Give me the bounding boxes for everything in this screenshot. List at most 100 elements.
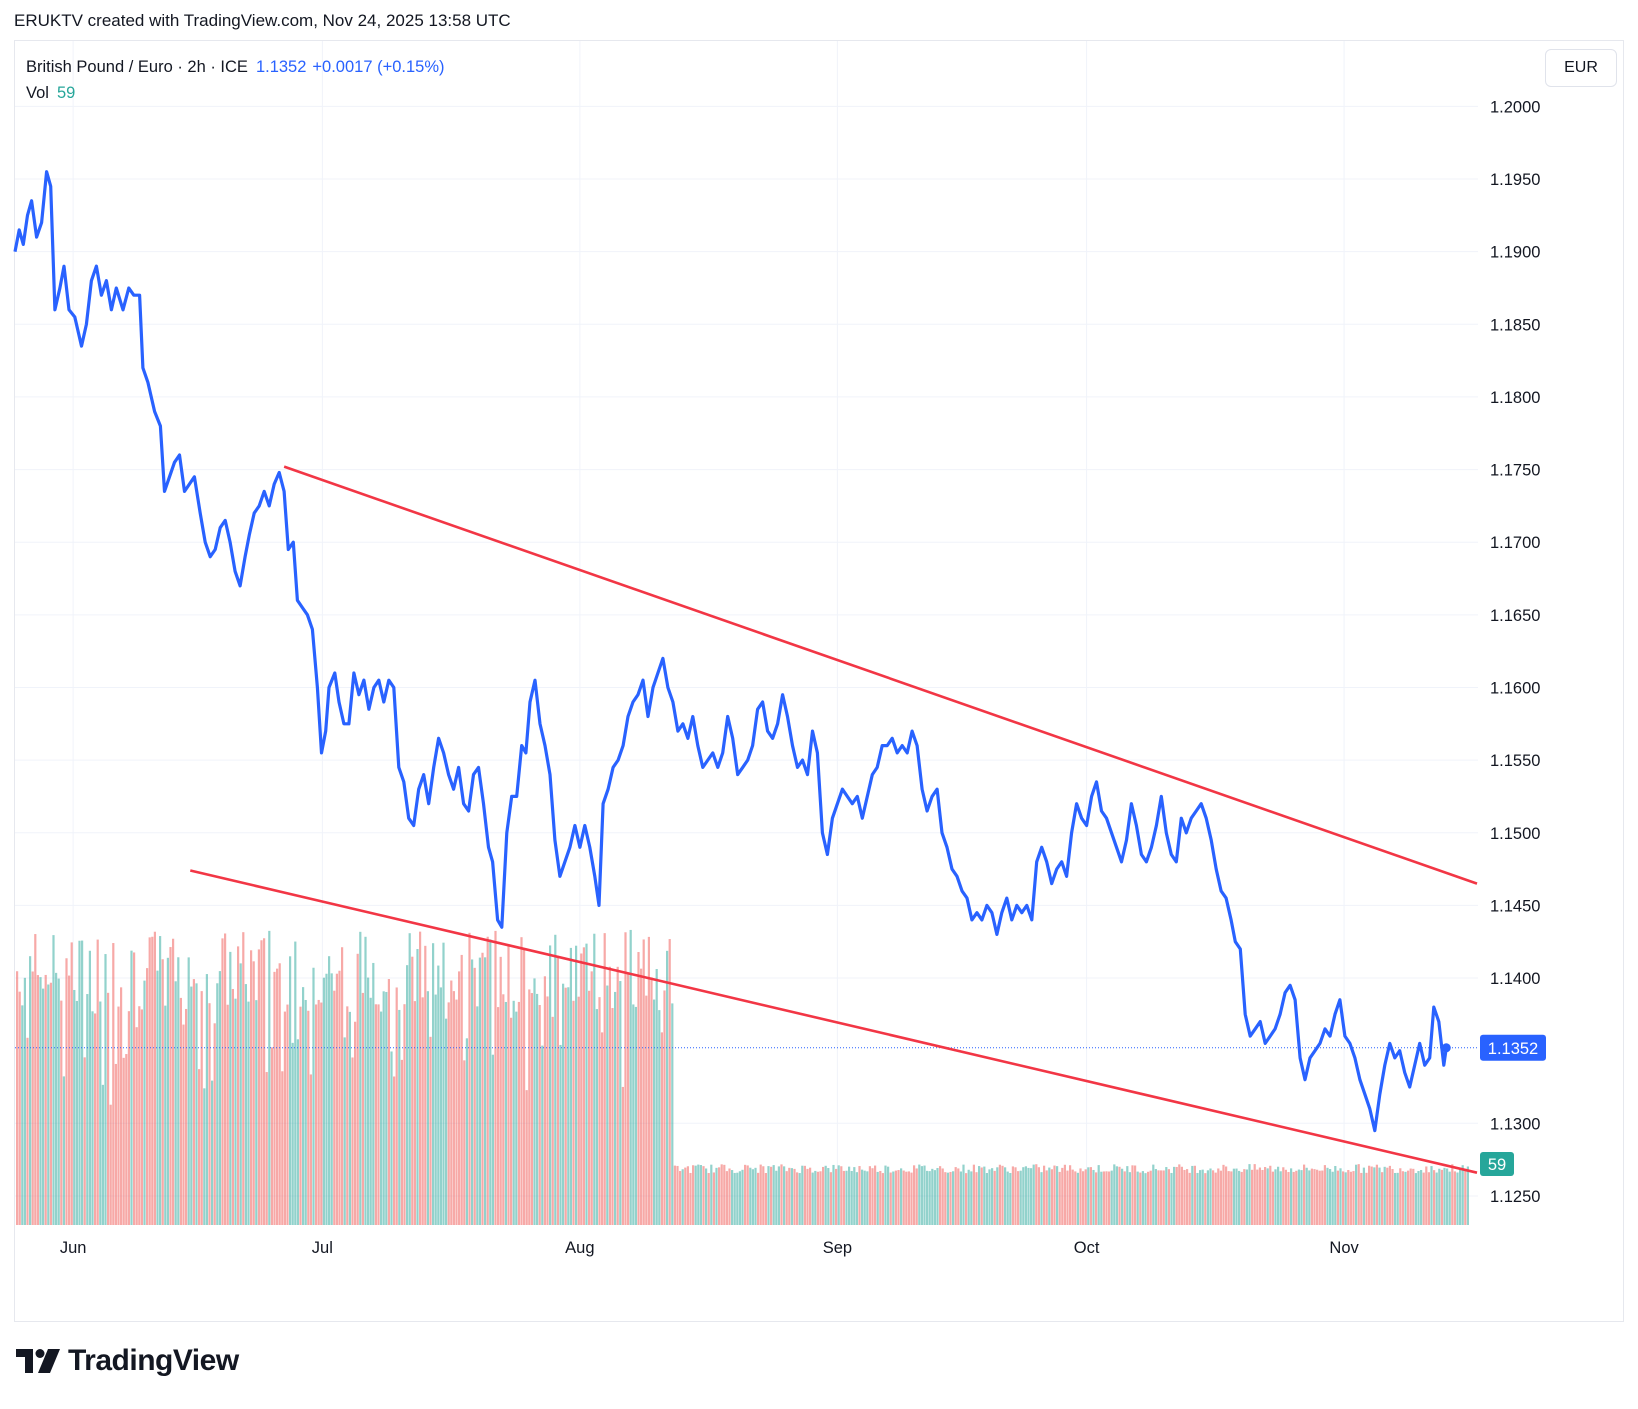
volume-bar-203 [543,976,546,1225]
volume-bar-360 [952,1171,955,1225]
volume-bar-80 [224,933,227,1225]
volume-bar-205 [549,945,552,1225]
volume-bar-189 [507,945,510,1225]
volume-bar-402 [1061,1167,1064,1225]
volume-bar-229 [611,1008,614,1225]
volume-bar-155 [419,931,422,1225]
volume-bar-354 [936,1168,939,1225]
x-tick-label-0: Jun [60,1239,87,1257]
volume-bar-242 [645,995,648,1225]
volume-bar-398 [1050,1169,1053,1225]
volume-bar-477 [1256,1169,1259,1225]
volume-bar-212 [567,987,570,1225]
volume-bar-295 [783,1166,786,1225]
volume-bar-140 [380,1011,383,1225]
volume-bar-40 [120,987,123,1225]
volume-bar-390 [1030,1168,1033,1225]
volume-bar-167 [450,980,453,1225]
volume-bar-290 [770,1166,773,1225]
y-tick-label-1: 1.1950 [1490,171,1540,189]
volume-bar-387 [1022,1167,1025,1225]
volume-bar-214 [572,1000,575,1225]
volume-bar-1 [18,991,21,1225]
volume-bar-179 [481,952,484,1225]
y-tick-label-8: 1.1600 [1490,679,1540,697]
volume-bar-378 [998,1164,1001,1225]
volume-bar-307 [814,1170,817,1225]
volume-bar-448 [1180,1166,1183,1225]
chart-panel[interactable] [14,40,1624,1322]
volume-bar-56 [161,959,164,1225]
volume-bar-520 [1368,1165,1371,1225]
volume-bar-23 [75,1000,78,1225]
volume-bar-134 [364,936,367,1225]
volume-bar-248 [660,1032,663,1225]
volume-bar-163 [439,987,442,1225]
volume-bar-232 [619,981,622,1225]
symbol-title[interactable]: British Pound / Euro · 2h · ICE [26,58,248,76]
volume-bar-275 [731,1170,734,1225]
volume-bar-451 [1188,1172,1191,1225]
tradingview-logo[interactable]: TradingView [16,1344,239,1378]
volume-bar-90 [250,950,253,1225]
volume-bar-147 [398,1009,401,1225]
volume-bar-466 [1227,1171,1230,1225]
volume-bar-108 [296,1039,299,1225]
volume-bar-325 [861,1169,864,1225]
volume-bar-112 [307,1010,310,1225]
volume-bar-357 [944,1172,947,1225]
volume-bar-397 [1048,1167,1051,1225]
volume-histogram [16,929,1469,1225]
volume-bar-395 [1043,1165,1046,1225]
volume-bar-457 [1204,1173,1207,1225]
x-tick-label-4: Oct [1074,1239,1100,1257]
volume-bar-268 [712,1172,715,1225]
volume-bar-120 [328,956,331,1225]
volume-bar-115 [315,1004,318,1225]
volume-bar-383 [1011,1166,1014,1225]
volume-bar-505 [1329,1169,1332,1225]
volume-bar-168 [452,991,455,1225]
volume-label[interactable]: Vol [26,84,49,102]
volume-bar-37 [112,943,115,1225]
volume-bar-547 [1438,1168,1441,1225]
volume-bar-318 [842,1170,845,1225]
volume-bar-49 [143,980,146,1225]
volume-bar-217 [580,953,583,1225]
volume-bar-431 [1136,1171,1139,1225]
volume-bar-218 [582,947,585,1225]
volume-bar-48 [140,1009,143,1225]
volume-bar-41 [122,1057,125,1225]
volume-bar-465 [1225,1166,1228,1225]
volume-bar-258 [686,1166,689,1225]
volume-bar-282 [749,1167,752,1225]
volume-bar-213 [569,947,572,1225]
volume-bar-230 [614,991,617,1225]
volume-bar-210 [562,983,565,1225]
volume-bar-342 [905,1171,908,1225]
volume-bar-420 [1108,1171,1111,1225]
volume-bar-309 [819,1171,822,1225]
volume-bar-299 [793,1168,796,1225]
volume-bar-281 [746,1165,749,1225]
volume-bar-428 [1128,1172,1131,1225]
volume-bar-173 [465,1038,468,1225]
volume-bar-544 [1430,1166,1433,1225]
volume-bar-240 [640,968,643,1225]
volume-bar-370 [978,1166,981,1225]
volume-bar-524 [1378,1167,1381,1225]
volume-bar-489 [1287,1172,1290,1225]
volume-bar-380 [1004,1167,1007,1225]
volume-bar-279 [741,1169,744,1225]
volume-bar-546 [1435,1172,1438,1225]
volume-bar-418 [1102,1171,1105,1225]
volume-bar-468 [1232,1168,1235,1225]
volume-bar-102 [281,1071,284,1225]
volume-bar-93 [257,949,260,1225]
volume-bar-198 [530,993,533,1225]
volume-bar-540 [1420,1169,1423,1225]
volume-bar-313 [829,1172,832,1225]
legend-change: +0.0017 (+0.15%) [312,58,445,76]
currency-button[interactable]: EUR [1545,49,1617,87]
